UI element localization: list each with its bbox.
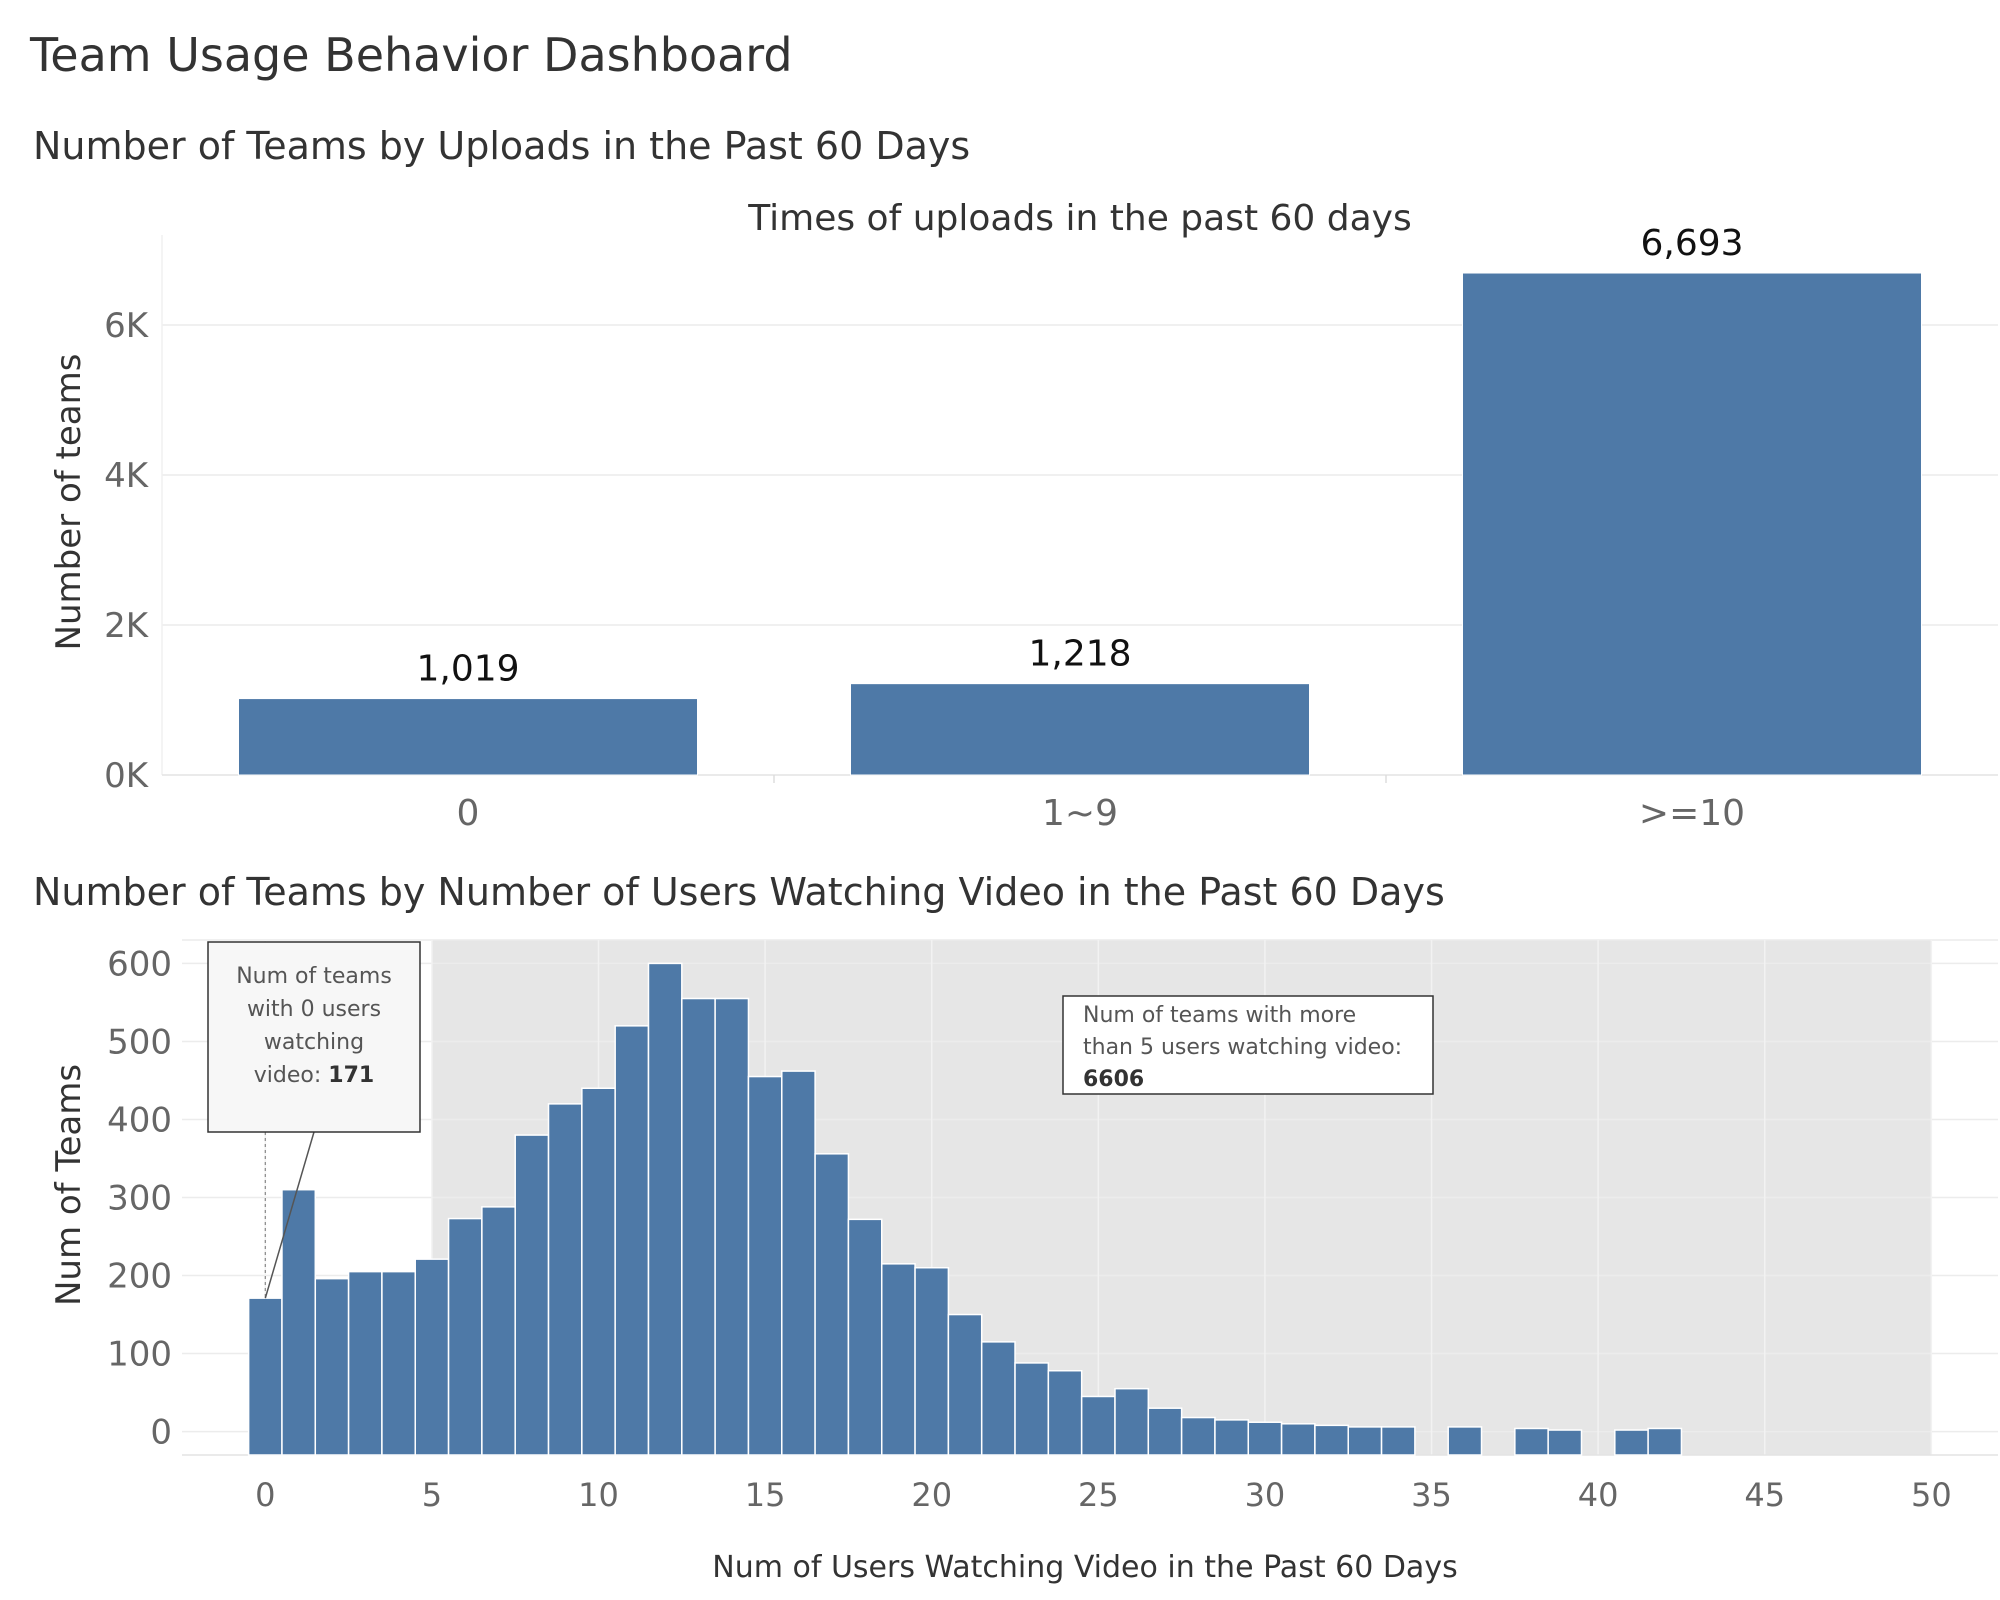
annotation-value: 6606 xyxy=(1083,1067,1144,1092)
x-tick-label: 20 xyxy=(911,1476,952,1514)
annotation-pointer xyxy=(264,1131,315,1299)
bar xyxy=(1380,1426,1416,1456)
annotation-text: video: 171 xyxy=(254,1063,374,1088)
bar xyxy=(914,1266,950,1456)
annotation-box xyxy=(207,941,421,1133)
uploads-bar-chart: 0K 2K 4K 6K Times of uploads in the past 60 … xyxy=(49,198,1998,834)
bar xyxy=(1247,1421,1283,1456)
x-tick-label: 40 xyxy=(1578,1476,1619,1514)
bar xyxy=(1080,1395,1116,1456)
bar-value-label: 6,693 xyxy=(1640,223,1743,264)
bar xyxy=(247,1297,283,1456)
x-tick-label: 5 xyxy=(422,1476,442,1514)
annotation-text: Num of teams with more xyxy=(1083,1003,1356,1028)
x-tick-label: 35 xyxy=(1411,1476,1452,1514)
x-tick-label: 30 xyxy=(1245,1476,1286,1514)
bar xyxy=(1014,1362,1050,1456)
bar xyxy=(1347,1426,1383,1456)
bar xyxy=(314,1277,350,1456)
bar xyxy=(1214,1419,1250,1456)
y-axis-label: Num of Teams xyxy=(49,1064,89,1306)
chart1-subtitle: Times of uploads in the past 60 days xyxy=(747,198,1412,239)
x-tick-label: 1~9 xyxy=(1042,793,1118,834)
bar xyxy=(1514,1427,1549,1456)
chart1-title: Number of Teams by Uploads in the Past 6… xyxy=(33,124,971,168)
x-tick-label: 0 xyxy=(457,793,480,834)
bar xyxy=(481,1206,516,1456)
bar xyxy=(1180,1416,1216,1456)
annotation-text: with 0 users xyxy=(247,997,381,1022)
bar xyxy=(681,997,716,1456)
dashboard-title: Team Usage Behavior Dashboard xyxy=(30,28,793,82)
bar-value-label: 1,019 xyxy=(416,649,519,690)
bar xyxy=(514,1134,550,1456)
chart2-title: Number of Teams by Number of Users Watch… xyxy=(33,870,1445,914)
bar xyxy=(850,683,1310,776)
bar xyxy=(1147,1407,1183,1456)
annotation-text: Num of teams xyxy=(236,964,392,989)
x-tick-label: 50 xyxy=(1911,1476,1952,1514)
bar xyxy=(1462,272,1922,776)
annotation-box xyxy=(1062,995,1434,1095)
y-tick-label: 500 xyxy=(107,1022,172,1062)
bar xyxy=(1547,1429,1583,1456)
bar xyxy=(1447,1426,1483,1456)
x-axis-label: Num of Users Watching Video in the Past … xyxy=(712,1550,1457,1585)
y-tick-label: 200 xyxy=(107,1257,172,1297)
y-tick-label: 0K xyxy=(104,756,150,796)
bar xyxy=(614,1025,650,1456)
bar xyxy=(880,1263,916,1456)
bar xyxy=(814,1153,850,1456)
annotation-text: than 5 users watching video: xyxy=(1083,1035,1402,1060)
y-tick-label: 2K xyxy=(104,606,150,646)
y-axis-label: Number of teams xyxy=(49,354,89,651)
x-tick-label: 15 xyxy=(745,1476,786,1514)
bar xyxy=(747,1075,783,1456)
bar xyxy=(381,1270,416,1456)
y-tick-label: 100 xyxy=(107,1335,172,1375)
y-tick-label: 400 xyxy=(107,1100,172,1140)
bar xyxy=(547,1103,583,1456)
bar xyxy=(847,1218,883,1456)
x-tick-label: >=10 xyxy=(1639,793,1745,834)
x-tick-label: 25 xyxy=(1078,1476,1119,1514)
bar xyxy=(947,1313,983,1456)
bar xyxy=(1647,1427,1683,1456)
x-tick-label: 45 xyxy=(1744,1476,1785,1514)
bar xyxy=(581,1087,616,1456)
y-tick-label: 600 xyxy=(107,944,172,984)
bar xyxy=(238,698,698,776)
bar xyxy=(714,997,750,1456)
annotation-value: 171 xyxy=(328,1063,374,1088)
bar xyxy=(980,1341,1016,1456)
bar xyxy=(414,1258,450,1456)
x-tick-label: 0 xyxy=(255,1476,275,1514)
bar xyxy=(1280,1423,1316,1456)
bar xyxy=(1114,1387,1150,1456)
bar xyxy=(781,1070,816,1456)
bar xyxy=(447,1217,483,1456)
bar xyxy=(1047,1369,1083,1456)
y-tick-label: 0 xyxy=(150,1413,172,1453)
y-tick-label: 300 xyxy=(107,1179,172,1219)
x-tick-label: 10 xyxy=(578,1476,619,1514)
y-tick-label: 6K xyxy=(104,306,150,346)
bar-value-label: 1,218 xyxy=(1028,634,1131,675)
annotation-text: watching xyxy=(264,1030,364,1055)
bar xyxy=(281,1188,317,1456)
bar xyxy=(647,962,683,1456)
bar xyxy=(1314,1424,1349,1456)
y-tick-label: 4K xyxy=(104,456,150,496)
bar xyxy=(1614,1429,1649,1456)
bar xyxy=(347,1270,383,1456)
